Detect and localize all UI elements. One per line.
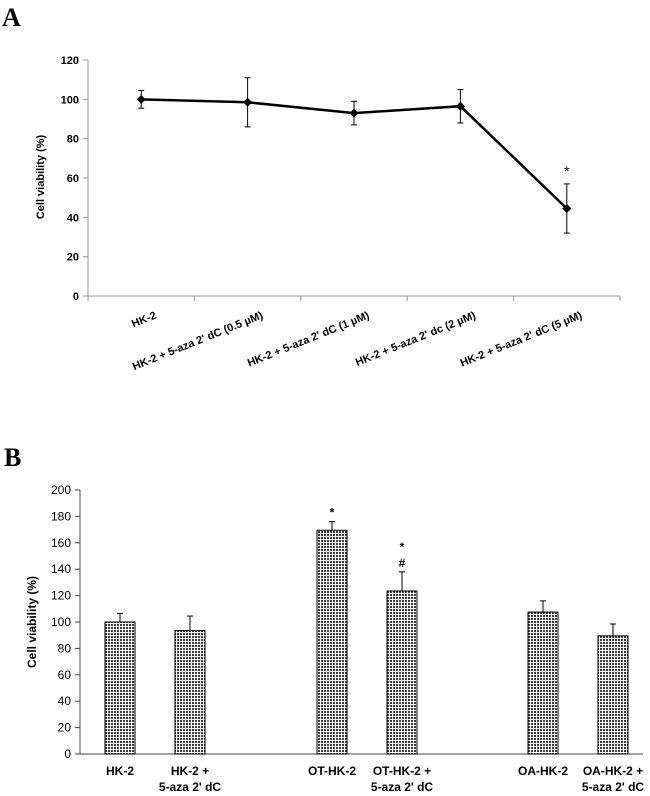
panel-a-y-axis-label: Cell viability (%): [35, 134, 47, 219]
panel-b-category-label: OA-HK-2 +: [583, 764, 643, 778]
panel-b-bar: [386, 590, 418, 755]
panel-a-plot: *: [136, 77, 572, 234]
panel-a-significance-marker: *: [564, 163, 570, 179]
panel-b-y-tick-label: 40: [58, 694, 72, 708]
panel-b-significance-marker: #: [399, 556, 406, 570]
panel-b-category-label: HK-2: [106, 764, 134, 778]
panel-a-category-label: HK-2: [130, 310, 158, 331]
panel-a-data-point: [136, 94, 146, 104]
panel-b-bar: [316, 529, 348, 755]
panel-b-label: B: [4, 443, 21, 472]
panel-a-y-tick-label: 60: [67, 173, 79, 185]
panel-b-y-axis-label: Cell viability (%): [25, 576, 39, 668]
panel-a: A 0 20 40 60 80 100 120 Cell viability (%) * H…: [2, 3, 621, 373]
panel-b-y-tick-label: 120: [51, 589, 71, 603]
panel-b-bar: [104, 621, 136, 755]
panel-a-y-tick-label: 40: [67, 212, 79, 224]
panel-a-category-label: HK-2 + 5-aza 2' dC (1 µM): [246, 310, 372, 370]
panel-b-y-tick-label: 80: [58, 641, 72, 655]
panel-b-category-label: 5-aza 2' dC: [159, 780, 222, 794]
panel-b-y-tick-label: 20: [58, 721, 72, 735]
panel-a-label: A: [2, 3, 21, 32]
panel-b-significance-marker: *: [330, 506, 335, 520]
panel-b-bar: [597, 635, 629, 755]
panel-b-bar: [174, 630, 206, 755]
panel-b-category-label: OA-HK-2: [518, 764, 568, 778]
panel-b-y-axis: 0 20 40 60 80 100 120 140 160 180 200: [51, 483, 643, 761]
panel-b-y-tick-label: 200: [51, 483, 71, 497]
panel-a-data-point: [243, 97, 253, 107]
panel-a-y-tick-label: 20: [67, 252, 79, 264]
panel-a-y-tick-label: 80: [67, 134, 79, 146]
panel-b-y-tick-label: 160: [51, 536, 71, 550]
panel-a-data-point: [455, 101, 465, 111]
panel-b: B 0 20 40 60 80 100 120 140 160 180 200 Cell viabi…: [4, 443, 644, 794]
panel-a-y-axis: 0 20 40 60 80 100 120: [61, 55, 621, 303]
panel-b-y-tick-label: 140: [51, 562, 71, 576]
panel-b-y-tick-label: 180: [51, 509, 71, 523]
panel-b-y-tick-label: 0: [64, 747, 71, 761]
panel-b-category-label: OT-HK-2 +: [373, 764, 431, 778]
panel-b-category-label: OT-HK-2: [308, 764, 356, 778]
panel-b-y-tick-label: 100: [51, 615, 71, 629]
panel-b-category-labels: HK-2 HK-2 + 5-aza 2' dC OT-HK-2 OT-HK-2 + 5-a…: [106, 764, 644, 794]
panel-b-y-tick-label: 60: [58, 668, 72, 682]
panel-a-data-point: [562, 203, 572, 213]
panel-a-y-tick-label: 100: [61, 94, 79, 106]
panel-b-category-label: HK-2 +: [171, 764, 209, 778]
panel-a-category-labels: HK-2HK-2 + 5-aza 2' dC (0.5 µM)HK-2 + 5-…: [130, 310, 584, 373]
panel-b-bar: [527, 611, 559, 755]
panel-a-y-tick-label: 0: [73, 291, 79, 303]
panel-a-y-tick-label: 120: [61, 55, 79, 67]
panel-a-data-point: [349, 108, 359, 118]
panel-b-plot: * # *: [104, 506, 629, 755]
panel-a-category-label: HK-2 + 5-aza 2' dC (5 µM): [459, 310, 585, 370]
panel-b-significance-marker: *: [400, 540, 405, 554]
panel-b-category-label: 5-aza 2' dC: [371, 780, 434, 794]
panel-b-category-label: 5-aza 2' dC: [582, 780, 645, 794]
